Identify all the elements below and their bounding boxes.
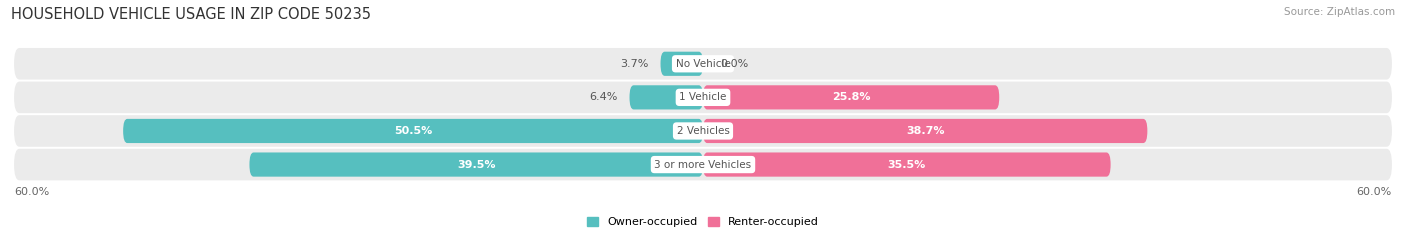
Text: 2 Vehicles: 2 Vehicles xyxy=(676,126,730,136)
Text: 1 Vehicle: 1 Vehicle xyxy=(679,92,727,102)
Text: 35.5%: 35.5% xyxy=(887,160,927,170)
Text: 0.0%: 0.0% xyxy=(720,59,748,69)
FancyBboxPatch shape xyxy=(14,149,1392,180)
Text: Source: ZipAtlas.com: Source: ZipAtlas.com xyxy=(1284,7,1395,17)
FancyBboxPatch shape xyxy=(14,82,1392,113)
Text: 3 or more Vehicles: 3 or more Vehicles xyxy=(654,160,752,170)
Text: 25.8%: 25.8% xyxy=(832,92,870,102)
FancyBboxPatch shape xyxy=(703,119,1147,143)
Text: No Vehicle: No Vehicle xyxy=(675,59,731,69)
Text: 39.5%: 39.5% xyxy=(457,160,495,170)
FancyBboxPatch shape xyxy=(661,52,703,76)
Text: HOUSEHOLD VEHICLE USAGE IN ZIP CODE 50235: HOUSEHOLD VEHICLE USAGE IN ZIP CODE 5023… xyxy=(11,7,371,22)
FancyBboxPatch shape xyxy=(703,85,1000,110)
Text: 60.0%: 60.0% xyxy=(14,187,49,197)
Text: 6.4%: 6.4% xyxy=(589,92,619,102)
Text: 3.7%: 3.7% xyxy=(620,59,650,69)
FancyBboxPatch shape xyxy=(703,152,1111,177)
FancyBboxPatch shape xyxy=(124,119,703,143)
Text: 60.0%: 60.0% xyxy=(1357,187,1392,197)
FancyBboxPatch shape xyxy=(630,85,703,110)
FancyBboxPatch shape xyxy=(14,115,1392,147)
Legend: Owner-occupied, Renter-occupied: Owner-occupied, Renter-occupied xyxy=(586,217,820,227)
Text: 38.7%: 38.7% xyxy=(905,126,945,136)
FancyBboxPatch shape xyxy=(14,48,1392,79)
FancyBboxPatch shape xyxy=(249,152,703,177)
Text: 50.5%: 50.5% xyxy=(394,126,432,136)
